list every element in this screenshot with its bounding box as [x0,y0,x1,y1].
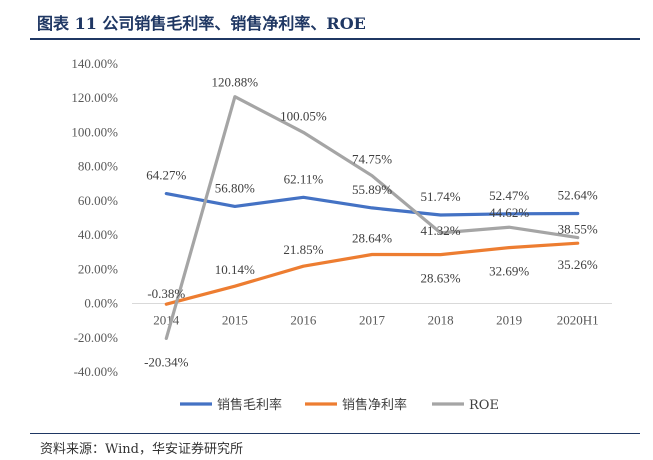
data-label: 55.89% [352,182,392,197]
y-tick-label: 40.00% [78,227,118,242]
data-label: 28.63% [421,271,461,286]
y-tick-label: 20.00% [78,261,118,276]
data-label: 41.32% [421,223,461,238]
y-tick-label: 0.00% [84,296,118,311]
footer-divider [30,433,640,434]
series-lines [164,95,580,340]
source-note: 资料来源：Wind，华安证券研究所 [40,442,243,457]
data-label: 38.55% [558,222,598,237]
data-label: 28.64% [352,231,392,246]
y-tick-label: 60.00% [78,193,118,208]
data-label: 51.74% [421,189,461,204]
x-tick-label: 2020H1 [557,313,599,328]
y-tick-label: -40.00% [74,364,119,379]
data-label: 44.62% [489,205,529,220]
x-tick-label: 2014 [153,313,180,328]
title-bar: 图表 11 公司销售毛利率、销售净利率、ROE [0,0,653,40]
data-label: -20.34% [144,354,189,369]
series-line-2 [164,241,580,306]
y-tick-label: 120.00% [71,90,118,105]
data-label: 100.05% [280,108,327,123]
x-tick-label: 2019 [496,313,522,328]
data-label: -0.38% [147,286,185,301]
series-line-3 [164,95,580,340]
x-tick-label: 2015 [222,313,248,328]
y-tick-label: 100.00% [71,124,118,139]
data-label: 74.75% [352,152,392,167]
data-label: 64.27% [146,168,186,183]
legend: 销售毛利率 销售净利率 ROE [180,397,499,413]
x-tick-label: 2018 [428,313,454,328]
y-tick-label: -20.00% [74,330,119,345]
y-tick-label: 80.00% [78,159,118,174]
data-labels: 64.27% 56.80% 62.11% 55.89% 51.74% 52.47% 52.6… [144,75,598,370]
data-label: 35.26% [558,257,598,272]
data-label: 21.85% [283,242,323,257]
y-axis-ticks: -40.00% -20.00% 0.00% 20.00% 40.00% 60.00% 80.… [71,56,118,379]
data-label: 10.14% [215,262,255,277]
data-label: 56.80% [215,180,255,195]
y-tick-label: 140.00% [71,56,118,71]
x-tick-label: 2017 [359,313,386,328]
title-divider [30,38,640,40]
legend-entry: ROE [469,398,499,413]
series-line-1 [164,192,580,217]
data-label: 32.69% [489,264,529,279]
legend-entry: 销售净利率 [342,397,407,413]
chart-title: 图表 11 公司销售毛利率、销售净利率、ROE [37,14,366,33]
data-label: 62.11% [284,171,324,186]
data-label: 120.88% [212,75,259,90]
legend-entry: 销售毛利率 [217,397,282,413]
data-label: 52.47% [489,188,529,203]
x-axis-ticks: 2014 2015 2016 2017 2018 2019 2020H1 [153,313,598,328]
data-label: 52.64% [558,187,598,202]
x-tick-label: 2016 [290,313,317,328]
